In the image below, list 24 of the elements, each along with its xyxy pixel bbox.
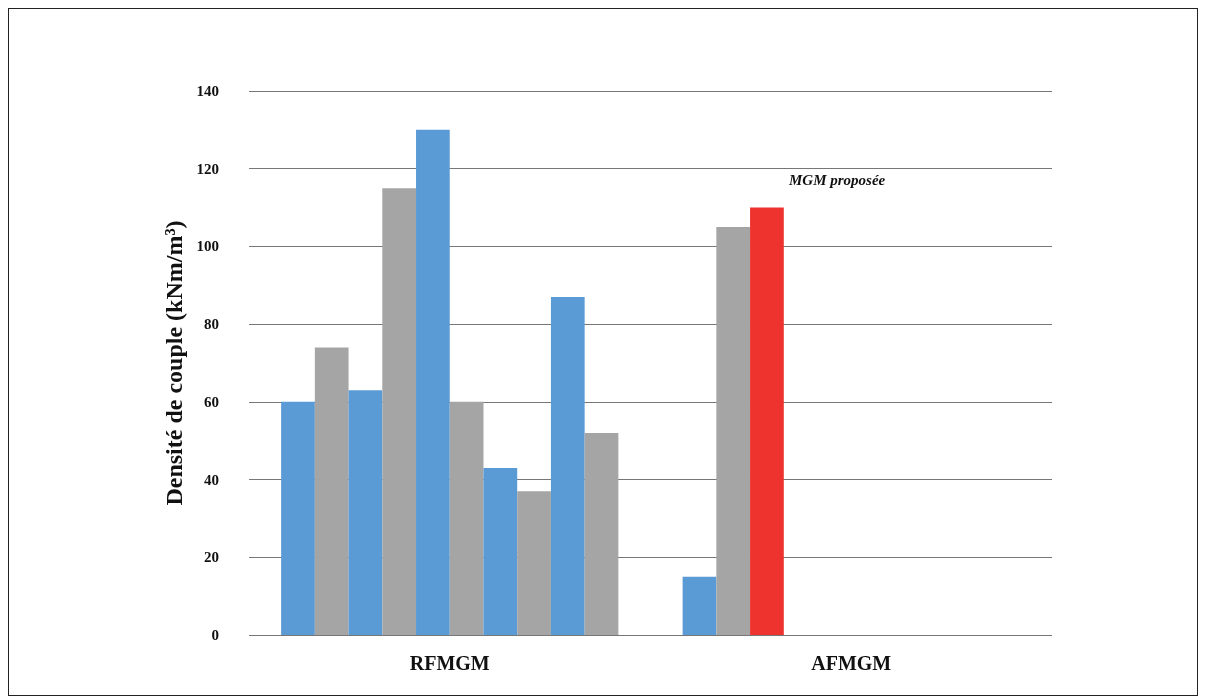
y-tick-label: 40 xyxy=(204,471,219,488)
bar xyxy=(281,401,315,635)
x-tick-label: RFMGM xyxy=(409,652,490,674)
y-axis-title: Densité de couple (kNm/m³) xyxy=(160,220,187,506)
bar xyxy=(584,432,619,635)
bar xyxy=(550,296,585,635)
bar xyxy=(416,129,450,635)
x-tick-label: AFMGM xyxy=(811,652,892,674)
bar xyxy=(382,188,417,635)
y-tick-label: 140 xyxy=(196,83,219,99)
y-tick-label: 100 xyxy=(196,238,219,255)
annotation: MGM proposée xyxy=(788,171,886,188)
y-tick-label: 60 xyxy=(204,393,219,410)
bar xyxy=(517,491,551,635)
bar xyxy=(682,576,717,635)
bar xyxy=(483,467,518,635)
bar xyxy=(314,347,349,635)
y-tick-label: 0 xyxy=(211,627,219,643)
y-tick-label: 80 xyxy=(204,316,219,333)
bar xyxy=(750,207,784,635)
bar xyxy=(449,401,484,635)
y-tick-label: 20 xyxy=(204,549,219,566)
y-tick-label: 120 xyxy=(196,160,219,177)
bar xyxy=(716,227,751,635)
